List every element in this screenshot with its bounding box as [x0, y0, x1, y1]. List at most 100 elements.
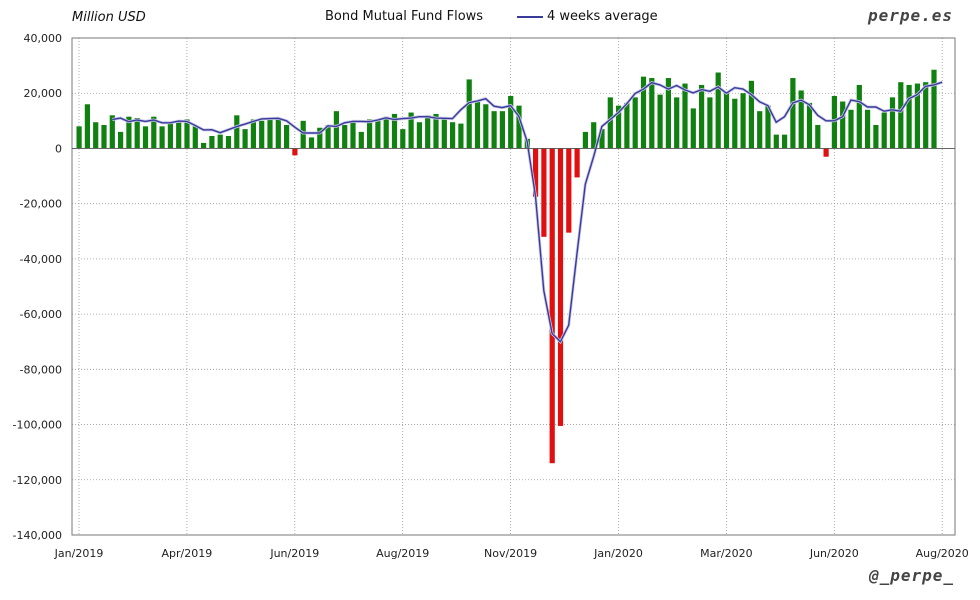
flow-bar — [491, 111, 497, 149]
flow-bar — [391, 113, 398, 149]
flow-bar — [748, 80, 754, 149]
flow-bar — [499, 111, 505, 149]
flow-bar — [358, 131, 364, 149]
y-tick-label: -40,000 — [20, 253, 62, 266]
flow-bar — [873, 124, 879, 149]
flow-bar — [881, 112, 887, 149]
flow-bar — [267, 119, 273, 149]
flow-bar — [856, 84, 862, 149]
flow-bar — [284, 124, 290, 149]
flow-bar — [217, 134, 223, 149]
flow-bar — [582, 131, 588, 149]
x-tick-label: Jan/2019 — [54, 547, 104, 560]
flow-bar — [408, 112, 414, 149]
flow-bar — [84, 104, 90, 149]
flow-bar — [566, 148, 572, 233]
flow-bar — [425, 115, 431, 149]
flow-bar — [591, 122, 597, 149]
flow-bar — [665, 78, 671, 149]
x-tick-label: Apr/2019 — [162, 547, 213, 560]
flow-bar — [732, 98, 738, 149]
flow-bar — [782, 134, 788, 149]
flow-bar — [450, 122, 456, 149]
flow-bar — [225, 136, 232, 149]
flow-bar — [715, 72, 721, 149]
flow-bar — [757, 111, 763, 149]
flow-bar — [541, 148, 547, 237]
flow-bar — [383, 116, 389, 149]
flow-bar — [333, 111, 339, 149]
flow-bar — [433, 113, 439, 149]
flow-bar — [118, 131, 124, 149]
x-tick-label: Mar/2020 — [700, 547, 752, 560]
flow-bar — [906, 84, 912, 149]
flow-bar — [184, 119, 190, 149]
flow-bar — [176, 120, 182, 149]
flow-bar — [898, 82, 904, 149]
brand-watermark-top: perpe.es — [867, 6, 953, 25]
flow-bar — [682, 83, 688, 149]
flow-bar — [632, 97, 638, 149]
flow-bar — [474, 101, 481, 149]
flow-bar — [914, 83, 920, 149]
line-layer — [111, 80, 943, 345]
flow-bar — [823, 148, 829, 157]
flow-bar — [93, 122, 99, 149]
flow-bar — [599, 129, 605, 149]
legend-line-swatch — [517, 15, 543, 18]
x-tick-label: Nov/2019 — [484, 547, 537, 560]
flow-bar — [367, 119, 373, 149]
bars-layer — [76, 69, 937, 464]
flow-bar — [134, 118, 140, 149]
flow-bar — [151, 116, 157, 149]
flow-bar — [292, 148, 298, 156]
chart-title: Bond Mutual Fund Flows — [325, 9, 484, 24]
flow-bar — [931, 69, 937, 149]
flow-bar — [640, 76, 647, 149]
flow-bar — [441, 119, 447, 149]
flow-bar — [458, 123, 464, 149]
x-tick-label: Aug/2019 — [376, 547, 429, 560]
flow-bar — [242, 129, 248, 149]
flow-bar — [250, 119, 256, 149]
flow-bar — [723, 93, 730, 149]
flow-bar — [209, 136, 215, 149]
y-axis-unit-label: Million USD — [72, 10, 146, 25]
flow-bar — [798, 90, 804, 149]
x-tick-label: Jan/2020 — [593, 547, 643, 560]
x-tick-label: Jun/2020 — [809, 547, 859, 560]
axis-layer: 40,000 20,000 0 -20,000 -40,000 -60,000 -80,00… — [13, 32, 969, 560]
flow-bar — [806, 102, 813, 149]
y-tick-label: -120,000 — [13, 474, 62, 487]
flow-bar — [126, 116, 132, 149]
y-tick-label: -100,000 — [13, 419, 62, 432]
flow-bar — [790, 78, 796, 149]
legend: 4 weeks average — [517, 9, 658, 24]
flow-bar — [234, 115, 240, 149]
y-tick-label: -140,000 — [13, 529, 62, 542]
flow-bar — [142, 126, 149, 149]
flow-bar — [416, 122, 422, 149]
flow-bar — [350, 122, 356, 149]
flow-bar — [707, 97, 713, 149]
flow-bar — [690, 108, 696, 149]
flow-bar — [557, 148, 564, 426]
flow-bar — [167, 122, 173, 149]
flow-bar — [865, 109, 871, 149]
flow-bar — [889, 97, 896, 149]
flow-bar — [740, 93, 746, 149]
flow-bar — [840, 101, 846, 149]
flow-bar — [300, 120, 306, 149]
flow-bar — [308, 137, 315, 149]
flow-bar — [848, 109, 854, 149]
flow-bar — [400, 129, 406, 149]
flow-bar — [466, 79, 472, 149]
y-tick-label: 40,000 — [24, 32, 63, 45]
flow-bar — [549, 148, 555, 464]
flow-bar — [773, 134, 779, 149]
flow-bar — [649, 78, 655, 149]
brand-watermark-bottom: @_perpe_ — [868, 566, 954, 585]
flow-bar — [259, 120, 265, 149]
flow-bar — [76, 126, 82, 149]
flow-bar — [616, 105, 622, 149]
